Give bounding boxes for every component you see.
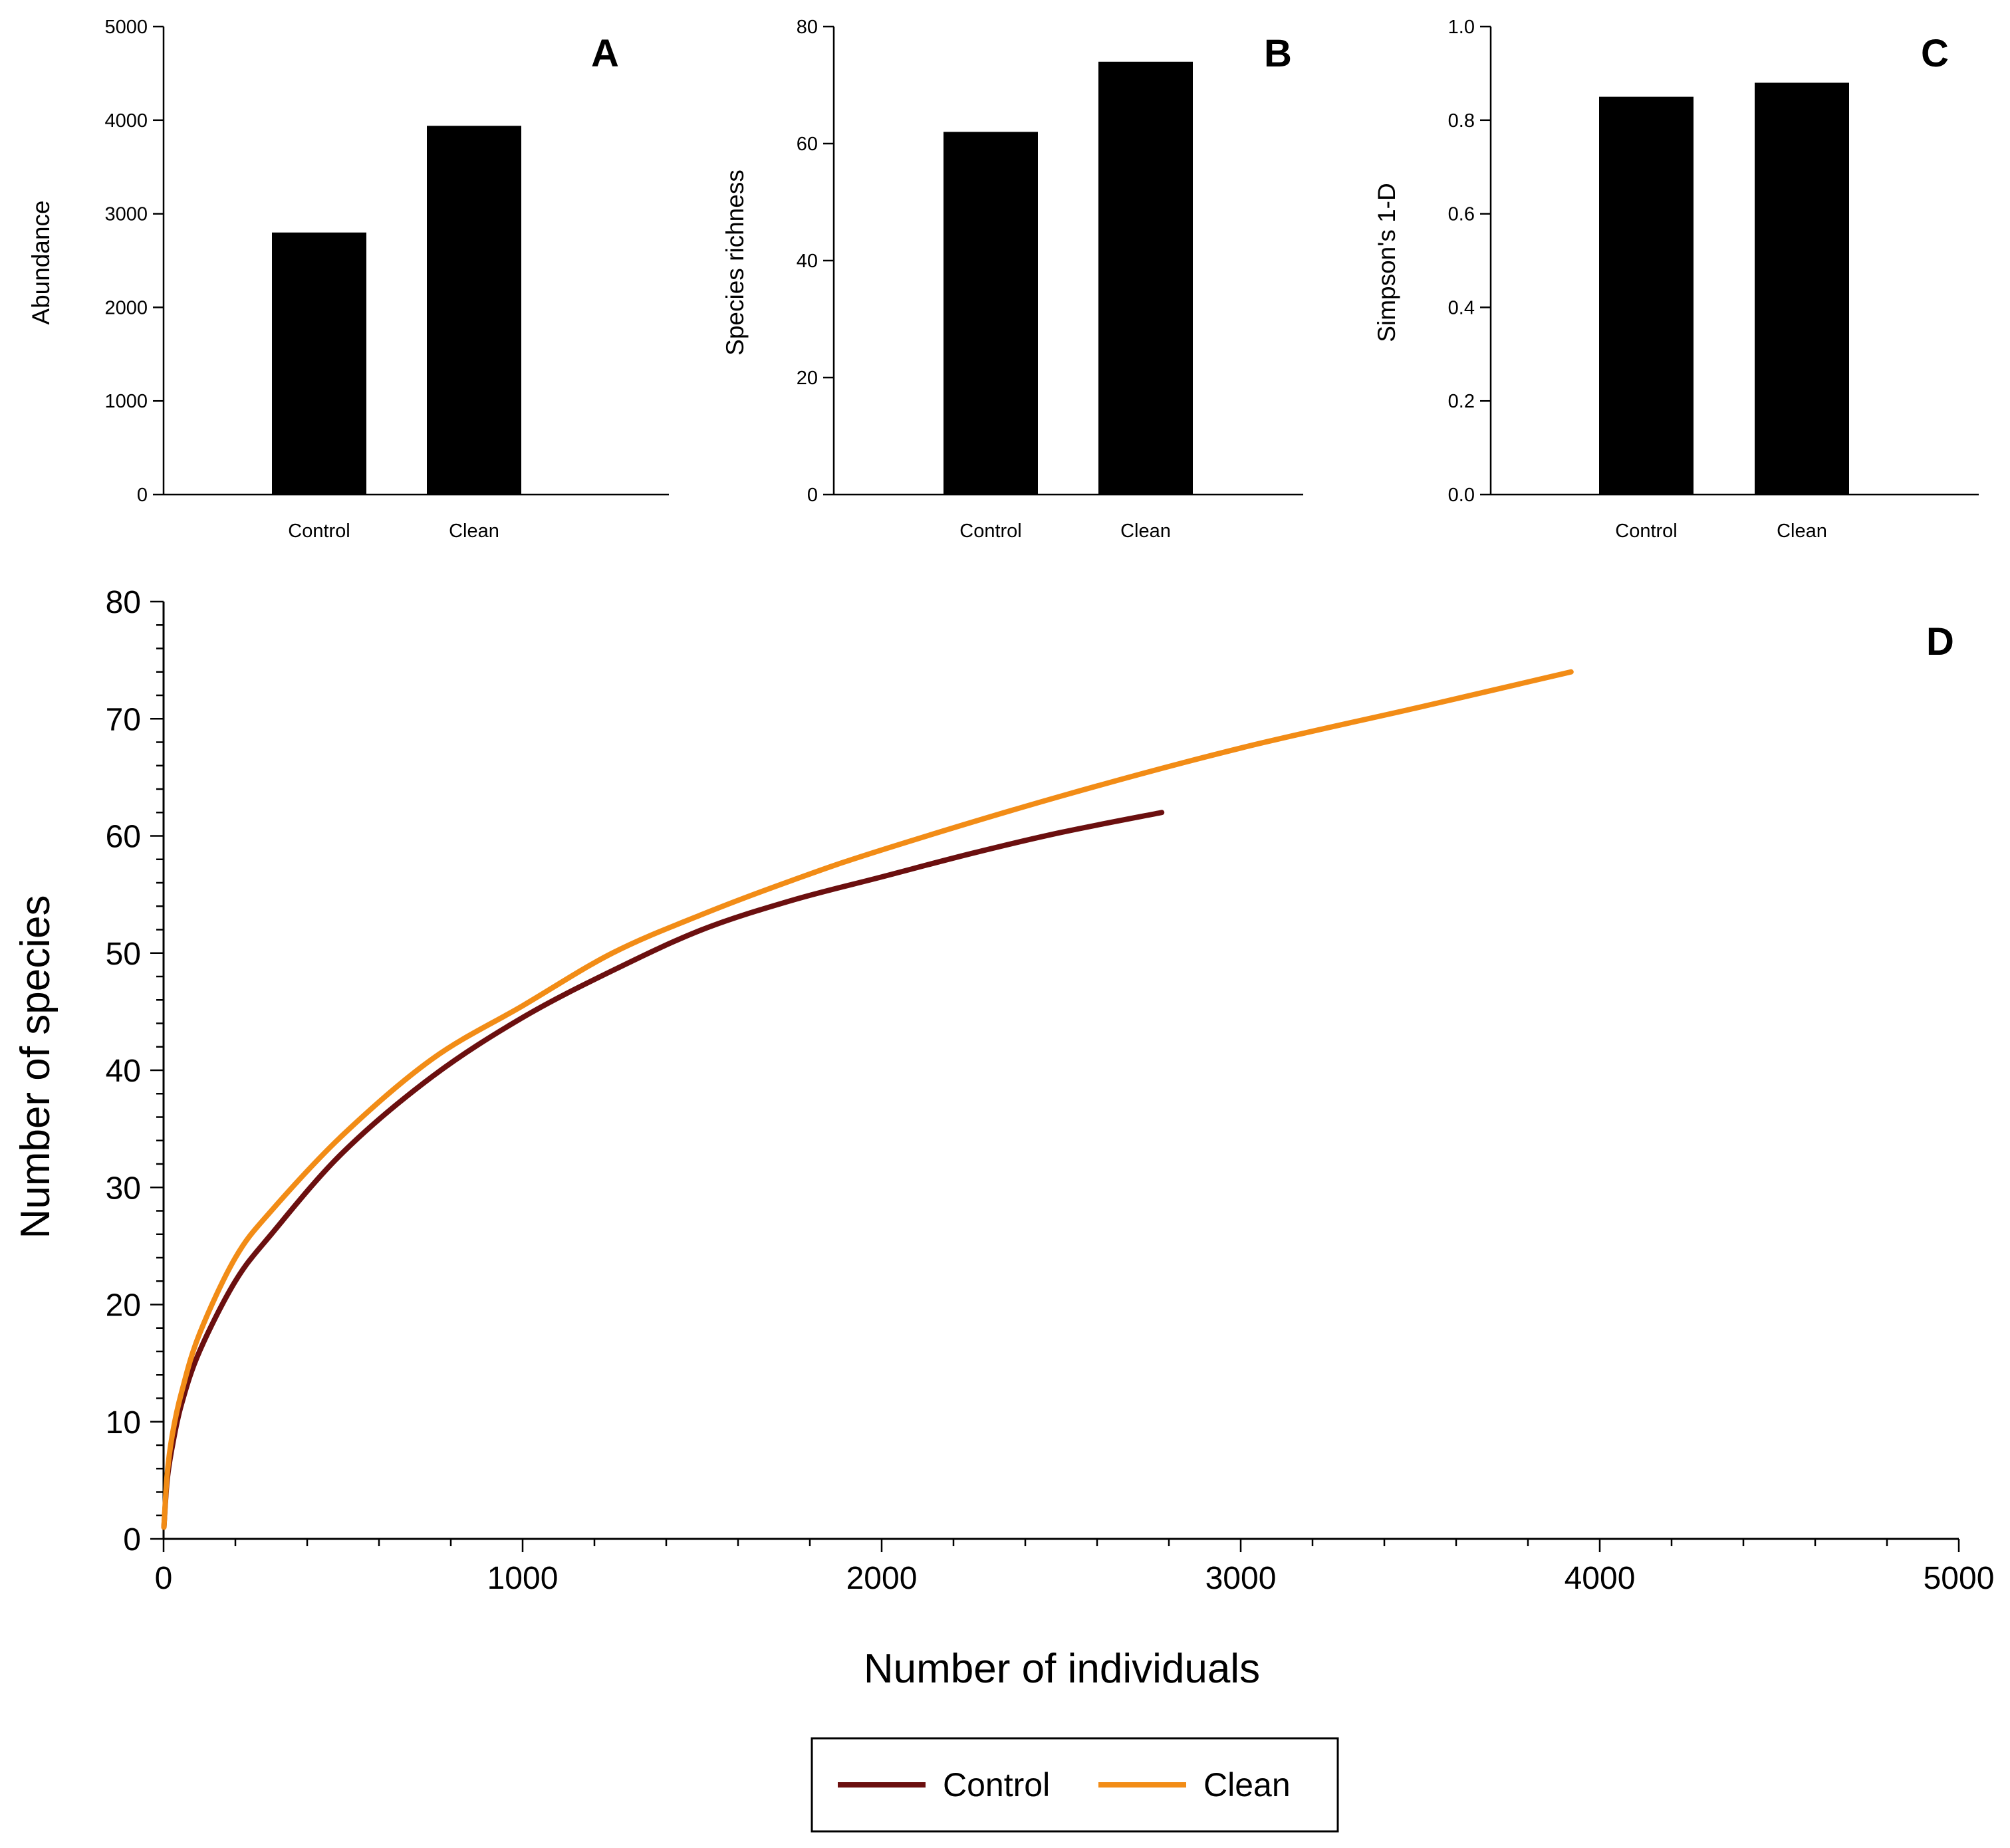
panel-a-bar-control [272,232,366,495]
panel-d-ytick-label: 60 [106,820,141,855]
panel-d-xtick-label: 0 [155,1561,173,1596]
panel-c-ytick-label: 0.6 [1448,204,1475,225]
panel-d-axes [162,602,1959,1540]
panel-b: 0 20 40 60 80 Control Clean B Species richness [721,17,1303,542]
panel-c-ylabel: Simpson's 1-D [1373,183,1400,342]
panel-d-xtick-label: 3000 [1205,1561,1277,1596]
panel-b-category-label: Clean [1120,520,1171,542]
panel-c-ytick-label: 0.4 [1448,297,1475,318]
panel-d-xlabel: Number of individuals [864,1646,1260,1692]
panel-c-ytick-label: 1.0 [1448,17,1475,38]
panel-b-category-label: Control [959,520,1022,542]
panel-b-bar-control [943,132,1038,495]
panel-d: 0 10 20 30 40 50 60 70 80 0 1000 2000 3000 4000 5000 D… [13,585,1994,1692]
panel-a-ytick-label: 4000 [104,110,148,132]
panel-c-ytick-label: 0.8 [1448,110,1475,132]
panel-b-ytick-label: 0 [807,485,818,506]
panel-a-ytick-label: 5000 [104,17,148,38]
panel-c-ytick-label: 0.0 [1448,485,1475,506]
panel-a-ticks: 0 1000 2000 3000 4000 5000 Control Clean [104,17,499,542]
panel-a-category-label: Clean [449,520,499,542]
series-line-control [161,810,1165,1530]
panel-d-ylabel: Number of species [13,895,59,1239]
panel-d-xtick-label: 2000 [846,1561,918,1596]
panel-d-ytick-label: 40 [106,1054,141,1089]
panel-b-ytick-label: 20 [797,368,818,389]
panel-c-ytick-label: 0.2 [1448,391,1475,412]
panel-d-ytick-label: 30 [106,1171,141,1206]
panel-b-ylabel: Species richness [721,170,749,356]
panel-c-bar-clean [1755,82,1849,495]
panel-c-axes [1489,27,1979,496]
panel-b-letter: B [1264,32,1292,75]
panel-d-ytick-label: 10 [106,1405,141,1441]
panel-b-bars [943,61,1193,495]
panel-b-ytick-label: 80 [797,17,818,38]
panel-d-ytick-label: 50 [106,937,141,972]
panel-d-letter: D [1926,620,1954,663]
panel-d-ticks: 0 10 20 30 40 50 60 70 80 0 1000 2000 3000 4000 5000 [106,585,1995,1596]
panel-d-ytick-label: 70 [106,702,141,737]
panel-c-ticks: 0.0 0.2 0.4 0.6 0.8 1.0 Control Clean [1448,17,1827,542]
panel-b-ytick-label: 40 [797,251,818,272]
panel-a-category-label: Control [288,520,350,542]
panel-b-bar-clean [1098,61,1193,495]
panel-c-bar-control [1599,96,1694,495]
panel-b-ticks: 0 20 40 60 80 Control Clean [797,17,1171,542]
panel-a-ylabel: Abundance [27,200,55,324]
series-line-clean [161,669,1574,1530]
panel-c-category-label: Clean [1777,520,1827,542]
panel-a-letter: A [591,32,619,75]
panel-d-ytick-label: 20 [106,1288,141,1324]
panel-b-ytick-label: 60 [797,134,818,155]
panel-c-bars [1599,82,1849,495]
legend-label-clean: Clean [1203,1766,1291,1803]
panel-a-ytick-label: 3000 [104,204,148,225]
panel-b-axes [832,27,1303,496]
legend-label-control: Control [943,1766,1050,1803]
panel-d-xtick-label: 4000 [1565,1561,1636,1596]
panel-d-ytick-label: 80 [106,585,141,620]
panel-c: 0.0 0.2 0.4 0.6 0.8 1.0 Control Clean C Simpson… [1373,17,1979,542]
panel-a-bars [272,126,521,495]
panel-a: 0 1000 2000 3000 4000 5000 Control Clean A Abun… [27,17,669,542]
panel-d-xtick-label: 5000 [1924,1561,1995,1596]
panel-c-category-label: Control [1615,520,1678,542]
panel-d-xtick-label: 1000 [487,1561,559,1596]
panel-a-ytick-label: 2000 [104,297,148,318]
legend: Control Clean [811,1737,1339,1833]
panel-c-letter: C [1921,32,1949,75]
panel-a-bar-clean [427,126,521,495]
panel-a-ytick-label: 0 [137,485,148,506]
panel-d-lines [161,669,1574,1530]
panel-d-ytick-label: 0 [123,1522,141,1558]
panel-a-ytick-label: 1000 [104,391,148,412]
panel-a-axes [162,27,669,496]
